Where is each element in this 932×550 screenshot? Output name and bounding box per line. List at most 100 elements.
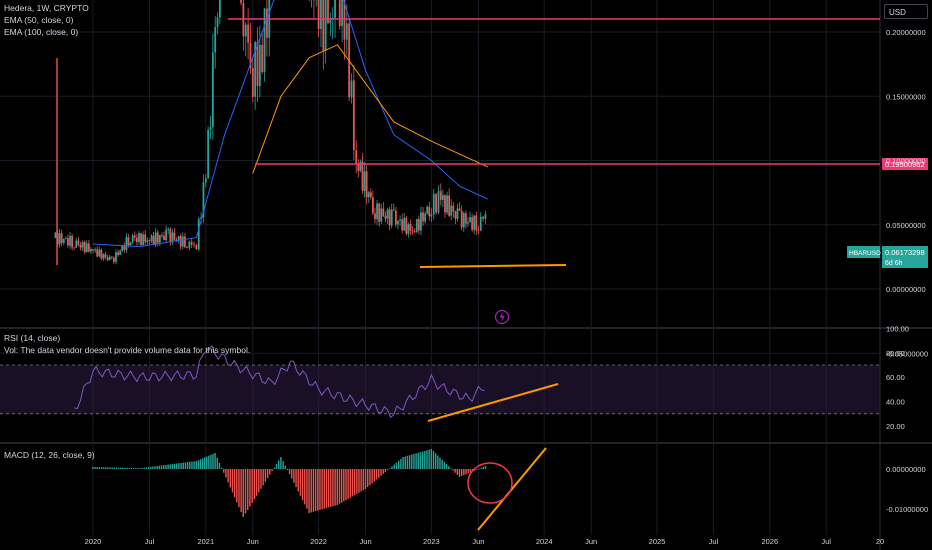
candle-body <box>372 197 374 214</box>
candle-body <box>361 161 364 191</box>
macd-bar <box>277 460 280 469</box>
macd-bar <box>321 469 323 510</box>
macd-legend: MACD (12, 26, close, 9) <box>4 449 95 461</box>
macd-bar <box>454 469 456 473</box>
candle-body <box>87 243 90 252</box>
candle-body <box>420 212 422 231</box>
candle-body <box>117 252 119 255</box>
lightning-icon[interactable] <box>494 309 510 325</box>
macd-bar <box>437 455 439 469</box>
candle-body <box>119 250 122 255</box>
macd-bar <box>417 452 419 469</box>
macd-bar <box>312 469 315 512</box>
rsi-line <box>74 345 485 419</box>
candle-body <box>188 241 191 248</box>
macd-bar <box>184 462 187 469</box>
candle-body <box>100 249 103 259</box>
macd-bar <box>373 469 376 482</box>
macd-bar <box>111 467 113 469</box>
symbol-title[interactable]: Hedera, 1W, CRYPTO <box>4 3 89 13</box>
candle-body <box>85 243 88 253</box>
macd-bar <box>469 469 472 473</box>
candle-body <box>106 257 109 261</box>
macd-bar <box>152 466 154 469</box>
macd-bar <box>450 468 452 469</box>
macd-bar <box>395 462 398 469</box>
candle-body <box>380 208 383 222</box>
macd-bar <box>247 469 249 510</box>
macd-bar <box>284 465 286 469</box>
macd-bar <box>165 464 167 469</box>
candle-body <box>467 222 469 224</box>
candle-body <box>426 206 429 214</box>
ema50-legend[interactable]: EMA (50, close, 0) <box>4 15 74 25</box>
macd-bar <box>229 469 231 488</box>
candle-body <box>456 208 459 219</box>
candle-body <box>331 17 334 19</box>
macd-bar <box>240 469 242 513</box>
macd-bar <box>117 467 120 469</box>
macd-bar <box>275 464 278 469</box>
macd-bar <box>332 469 334 507</box>
time-tick-label: 20 <box>876 537 884 546</box>
macd-bar <box>109 467 111 469</box>
symbol-tag <box>847 246 880 258</box>
macd-bar <box>258 469 260 493</box>
candle-body <box>345 23 348 40</box>
macd-bar <box>476 469 478 470</box>
candle-body <box>71 235 74 248</box>
time-tick-label: Jun <box>360 537 372 546</box>
macd-bar <box>465 469 467 475</box>
candle-body <box>193 244 195 246</box>
candle-body <box>148 240 151 242</box>
horizontal-levels[interactable]: 0.19500962 HBARUSD 0.06173298 6d 6h <box>228 18 928 268</box>
macd-bar <box>480 467 482 469</box>
macd-bar <box>304 469 306 505</box>
currency-button[interactable]: USD <box>884 4 928 19</box>
macd-bar <box>238 469 240 508</box>
candle-body <box>458 208 461 211</box>
macd-bar <box>271 469 273 472</box>
macd-bar <box>319 469 321 510</box>
candle-body <box>473 215 476 230</box>
candle-body <box>343 0 346 40</box>
time-tick-label: 2026 <box>761 537 778 546</box>
macd-bar <box>408 455 411 469</box>
macd-bar <box>158 465 161 469</box>
macd-bar <box>334 469 336 506</box>
candle-body <box>452 205 455 212</box>
macd-bar <box>389 468 391 469</box>
candle-body <box>64 238 67 240</box>
macd-bar <box>306 469 308 509</box>
candle-body <box>179 236 182 247</box>
candle-body <box>158 235 161 243</box>
ema100-legend[interactable]: EMA (100, close, 0) <box>4 27 79 37</box>
price-tick-label: -0.05000000 <box>886 349 928 358</box>
macd-bar <box>107 467 109 469</box>
candle-body <box>359 161 362 171</box>
macd-bar <box>351 469 354 497</box>
candle-body <box>450 205 453 216</box>
macd-bar <box>308 469 310 513</box>
time-tick-label: Jun <box>585 537 597 546</box>
price-tick-label: 0.15000000 <box>886 92 926 101</box>
candle-body <box>167 228 170 230</box>
candle-body <box>127 237 130 246</box>
trend-drawings[interactable] <box>419 264 567 531</box>
macd-bar <box>432 451 435 469</box>
macd-bar <box>458 469 461 477</box>
macd-bar <box>126 467 128 469</box>
candle-body <box>154 232 157 245</box>
macd-title[interactable]: MACD (12, 26, close, 9) <box>4 450 95 460</box>
candle-body <box>322 0 325 51</box>
candle-body <box>254 42 257 97</box>
candle-body <box>417 218 420 231</box>
candle-body <box>327 0 329 24</box>
candle-body <box>249 42 252 69</box>
macd-bar <box>384 469 387 473</box>
candle-body <box>140 233 142 245</box>
rsi-title[interactable]: RSI (14, close) <box>4 333 61 343</box>
candle-body <box>479 216 482 231</box>
macd-bar <box>380 469 382 476</box>
